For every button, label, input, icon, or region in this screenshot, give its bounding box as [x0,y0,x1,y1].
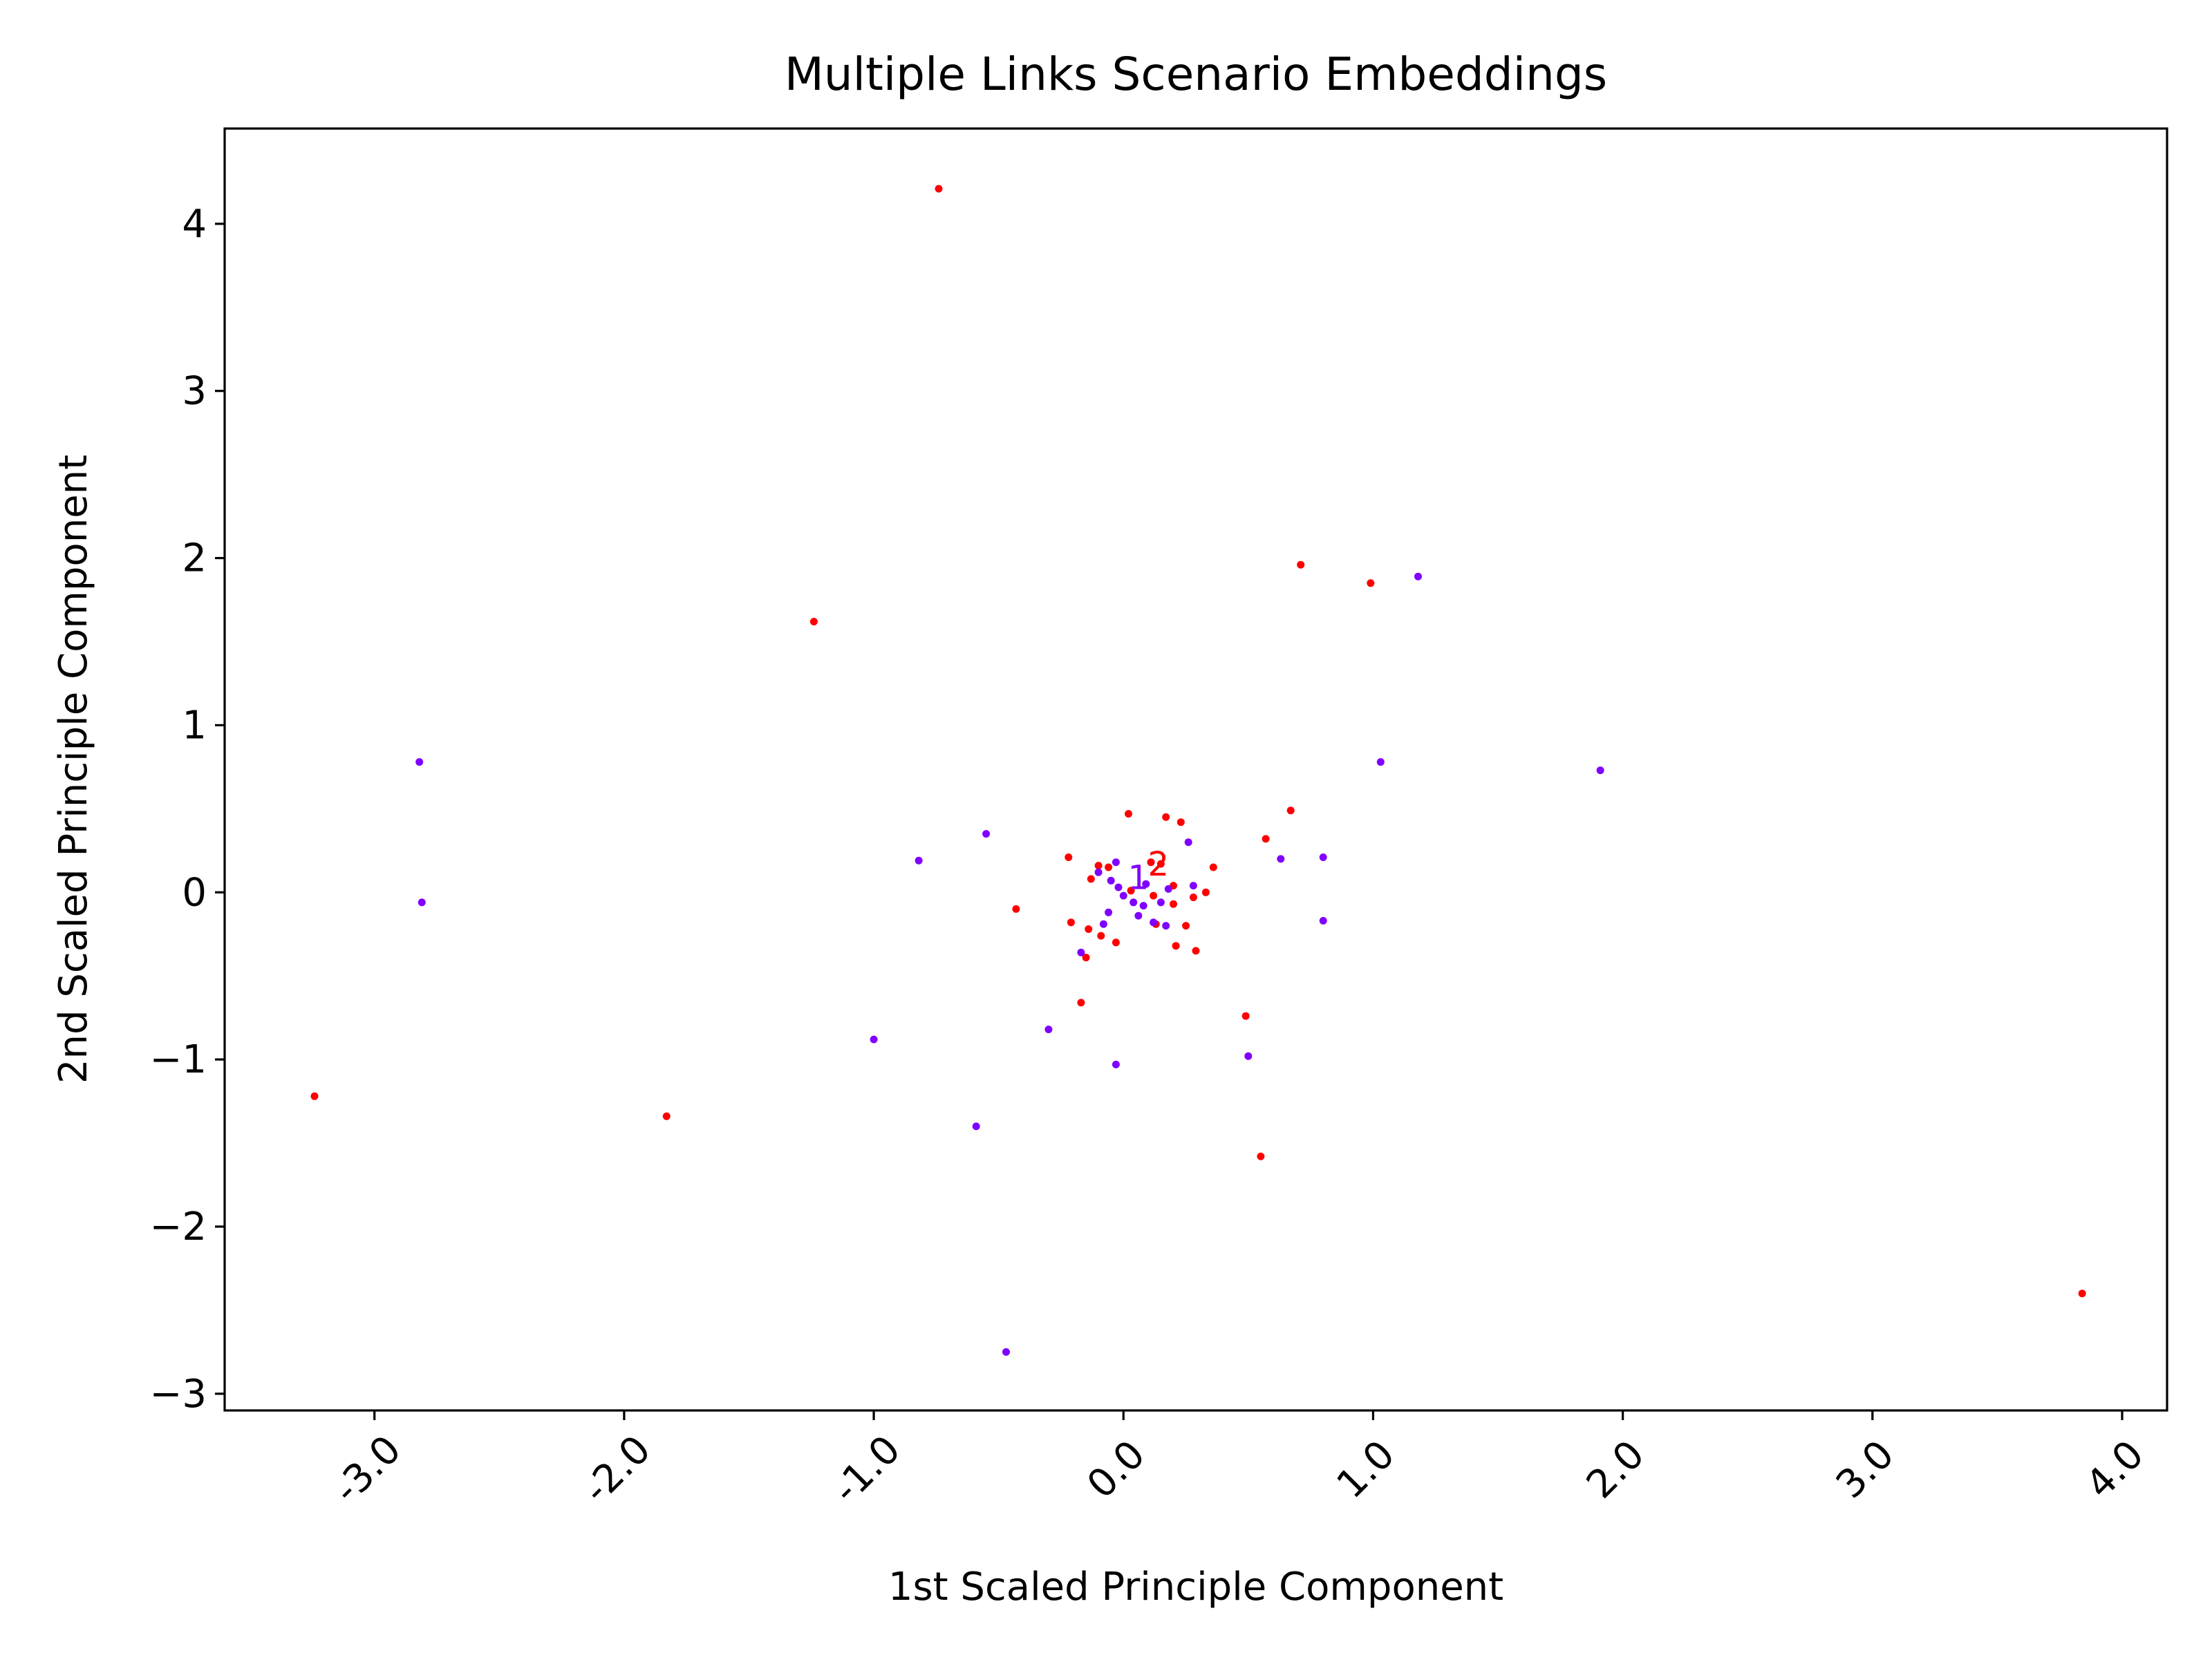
y-tick-label: 0 [182,870,207,915]
data-points [310,185,2086,1356]
data-point [1367,579,1375,587]
data-point [1002,1348,1010,1356]
data-point [1262,835,1270,843]
x-axis-label: 1st Scaled Principle Component [888,1565,1503,1609]
data-point [1162,922,1170,930]
data-point [1105,908,1113,916]
data-point [1085,925,1093,933]
data-point [1170,900,1177,908]
data-point [1112,938,1120,947]
data-point [1286,806,1295,815]
data-point [1319,916,1327,925]
y-axis-ticks: −3 −2 −1 0 1 2 3 4 [149,202,225,1417]
data-point [1244,1052,1253,1060]
chart-title: Multiple Links Scenario Embeddings [785,48,1607,101]
data-point [1097,932,1105,940]
data-point [1125,810,1132,818]
data-point [1087,875,1095,883]
annotations: 21 [1128,845,1169,897]
data-point [310,1092,319,1100]
data-point [1189,894,1197,901]
data-point [1164,885,1172,893]
data-point [1156,860,1165,868]
data-point [1172,942,1180,950]
data-point [1150,918,1158,927]
data-point [1134,912,1143,920]
data-point [1257,1152,1265,1160]
data-point [1112,1060,1120,1068]
data-point [1130,898,1138,907]
data-point [972,1122,980,1131]
data-point [1065,853,1073,861]
data-point [1277,855,1285,863]
y-axis-label: 2nd Scaled Principle Component [51,455,96,1084]
data-point [935,185,943,193]
data-point [1376,758,1385,766]
data-point [1156,898,1165,907]
data-point [1044,1026,1053,1034]
y-tick-label: 4 [182,202,207,247]
data-point [1127,887,1135,895]
data-point [1077,999,1085,1007]
data-point [415,758,424,766]
y-tick-label: −1 [149,1037,207,1082]
plot-area-frame [223,127,2168,1412]
data-point [870,1035,878,1044]
data-point [1139,902,1147,910]
data-point [915,856,923,865]
y-tick-label: 1 [182,703,207,748]
data-point [1147,858,1155,867]
data-point [1319,853,1327,861]
data-point [1142,880,1150,888]
y-tick-label: 3 [182,369,207,414]
data-point [662,1112,671,1120]
data-point [1209,863,1217,871]
data-point [1094,868,1103,876]
data-point [1119,891,1127,900]
data-point [418,898,426,907]
data-point [1189,882,1197,890]
data-point [1192,947,1200,955]
data-point [982,830,991,838]
data-point [2078,1290,2086,1298]
data-point [1297,560,1305,569]
data-point [1012,905,1020,913]
data-point [1414,572,1422,580]
data-point [1150,891,1158,900]
data-point [1112,858,1120,867]
y-tick-label: −2 [149,1205,207,1249]
point-annotation: 1 [1128,858,1150,897]
data-point [1105,863,1113,871]
data-point [1077,948,1085,956]
y-tick-label: 2 [182,536,207,581]
data-point [1099,920,1107,928]
data-point [1241,1012,1250,1020]
data-point [809,618,818,625]
y-tick-label: −3 [149,1372,207,1417]
data-point [1596,766,1604,775]
point-annotation: 2 [1148,845,1170,884]
data-point [1082,954,1090,962]
data-point [1162,813,1170,821]
data-point [1177,818,1185,827]
data-point [1067,918,1075,927]
data-point [1107,876,1115,885]
data-point [1201,888,1210,896]
data-point [1182,922,1190,930]
data-point [1094,862,1103,870]
data-point [1114,883,1123,891]
data-point [1184,838,1192,847]
